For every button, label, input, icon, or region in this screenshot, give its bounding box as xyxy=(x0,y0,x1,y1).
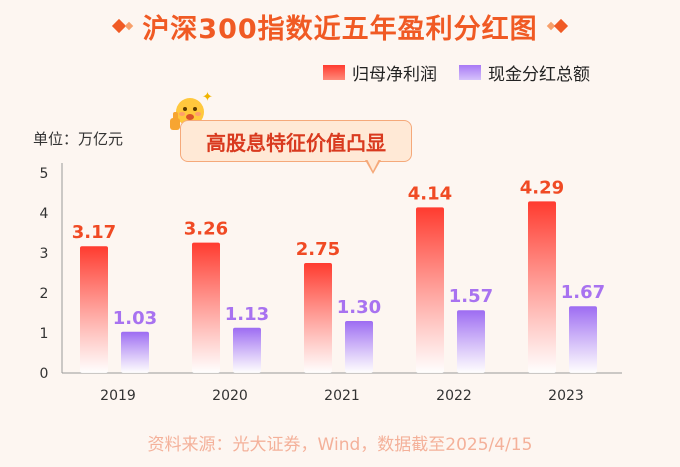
data-label-net-profit: 2.75 xyxy=(296,239,340,260)
bar-dividend xyxy=(345,321,373,373)
thumbs-up-emoji-icon xyxy=(170,98,204,130)
data-label-dividend: 1.13 xyxy=(225,304,269,325)
sparkle-icon: ✦ xyxy=(202,90,213,105)
bar-net-profit xyxy=(416,207,444,373)
bar-net-profit xyxy=(304,263,332,373)
bar-net-profit xyxy=(80,246,108,373)
y-tick-label: 1 xyxy=(40,326,49,342)
x-tick-label: 2020 xyxy=(212,388,248,404)
source-note: 资料来源：光大证券，Wind，数据截至2025/4/15 xyxy=(147,435,533,455)
data-label-dividend: 1.30 xyxy=(337,297,381,318)
data-label-dividend: 1.57 xyxy=(449,286,493,307)
y-tick-label: 4 xyxy=(40,206,49,222)
x-tick-label: 2022 xyxy=(436,388,472,404)
legend-item-net-profit: 归母净利润 xyxy=(323,60,437,85)
legend-label-net-profit: 归母净利润 xyxy=(352,65,437,85)
legend-item-dividend: 现金分红总额 xyxy=(459,60,590,85)
x-tick-label: 2021 xyxy=(324,388,360,404)
x-tick-label: 2019 xyxy=(100,388,136,404)
legend-swatch-net-profit xyxy=(323,65,345,80)
bar-net-profit xyxy=(192,242,220,373)
data-label-net-profit: 4.29 xyxy=(520,177,564,198)
bar-dividend xyxy=(121,331,149,373)
data-label-net-profit: 4.14 xyxy=(408,183,452,204)
data-label-dividend: 1.03 xyxy=(113,308,157,329)
x-tick-label: 2023 xyxy=(548,388,584,404)
legend-label-dividend: 现金分红总额 xyxy=(488,65,590,85)
data-label-net-profit: 3.17 xyxy=(72,222,116,243)
chart-title: 沪深300指数近五年盈利分红图 xyxy=(142,13,538,45)
y-tick-label: 2 xyxy=(40,286,49,302)
callout-tail-inner xyxy=(367,159,379,171)
data-label-dividend: 1.67 xyxy=(561,282,605,303)
legend: 归母净利润 现金分红总额 xyxy=(323,60,590,85)
unit-label: 单位：万亿元 xyxy=(33,130,124,148)
bar-dividend xyxy=(233,327,261,373)
y-tick-label: 0 xyxy=(40,366,49,382)
title-row: 沪深300指数近五年盈利分红图 xyxy=(0,6,680,46)
bar-net-profit xyxy=(528,201,556,373)
y-tick-label: 3 xyxy=(40,246,49,262)
callout-box: 高股息特征价值凸显 xyxy=(180,120,412,162)
legend-swatch-dividend xyxy=(459,65,481,80)
data-label-net-profit: 3.26 xyxy=(184,219,228,240)
bar-dividend xyxy=(569,306,597,373)
y-tick-label: 5 xyxy=(40,166,49,182)
bar-dividend xyxy=(457,310,485,373)
